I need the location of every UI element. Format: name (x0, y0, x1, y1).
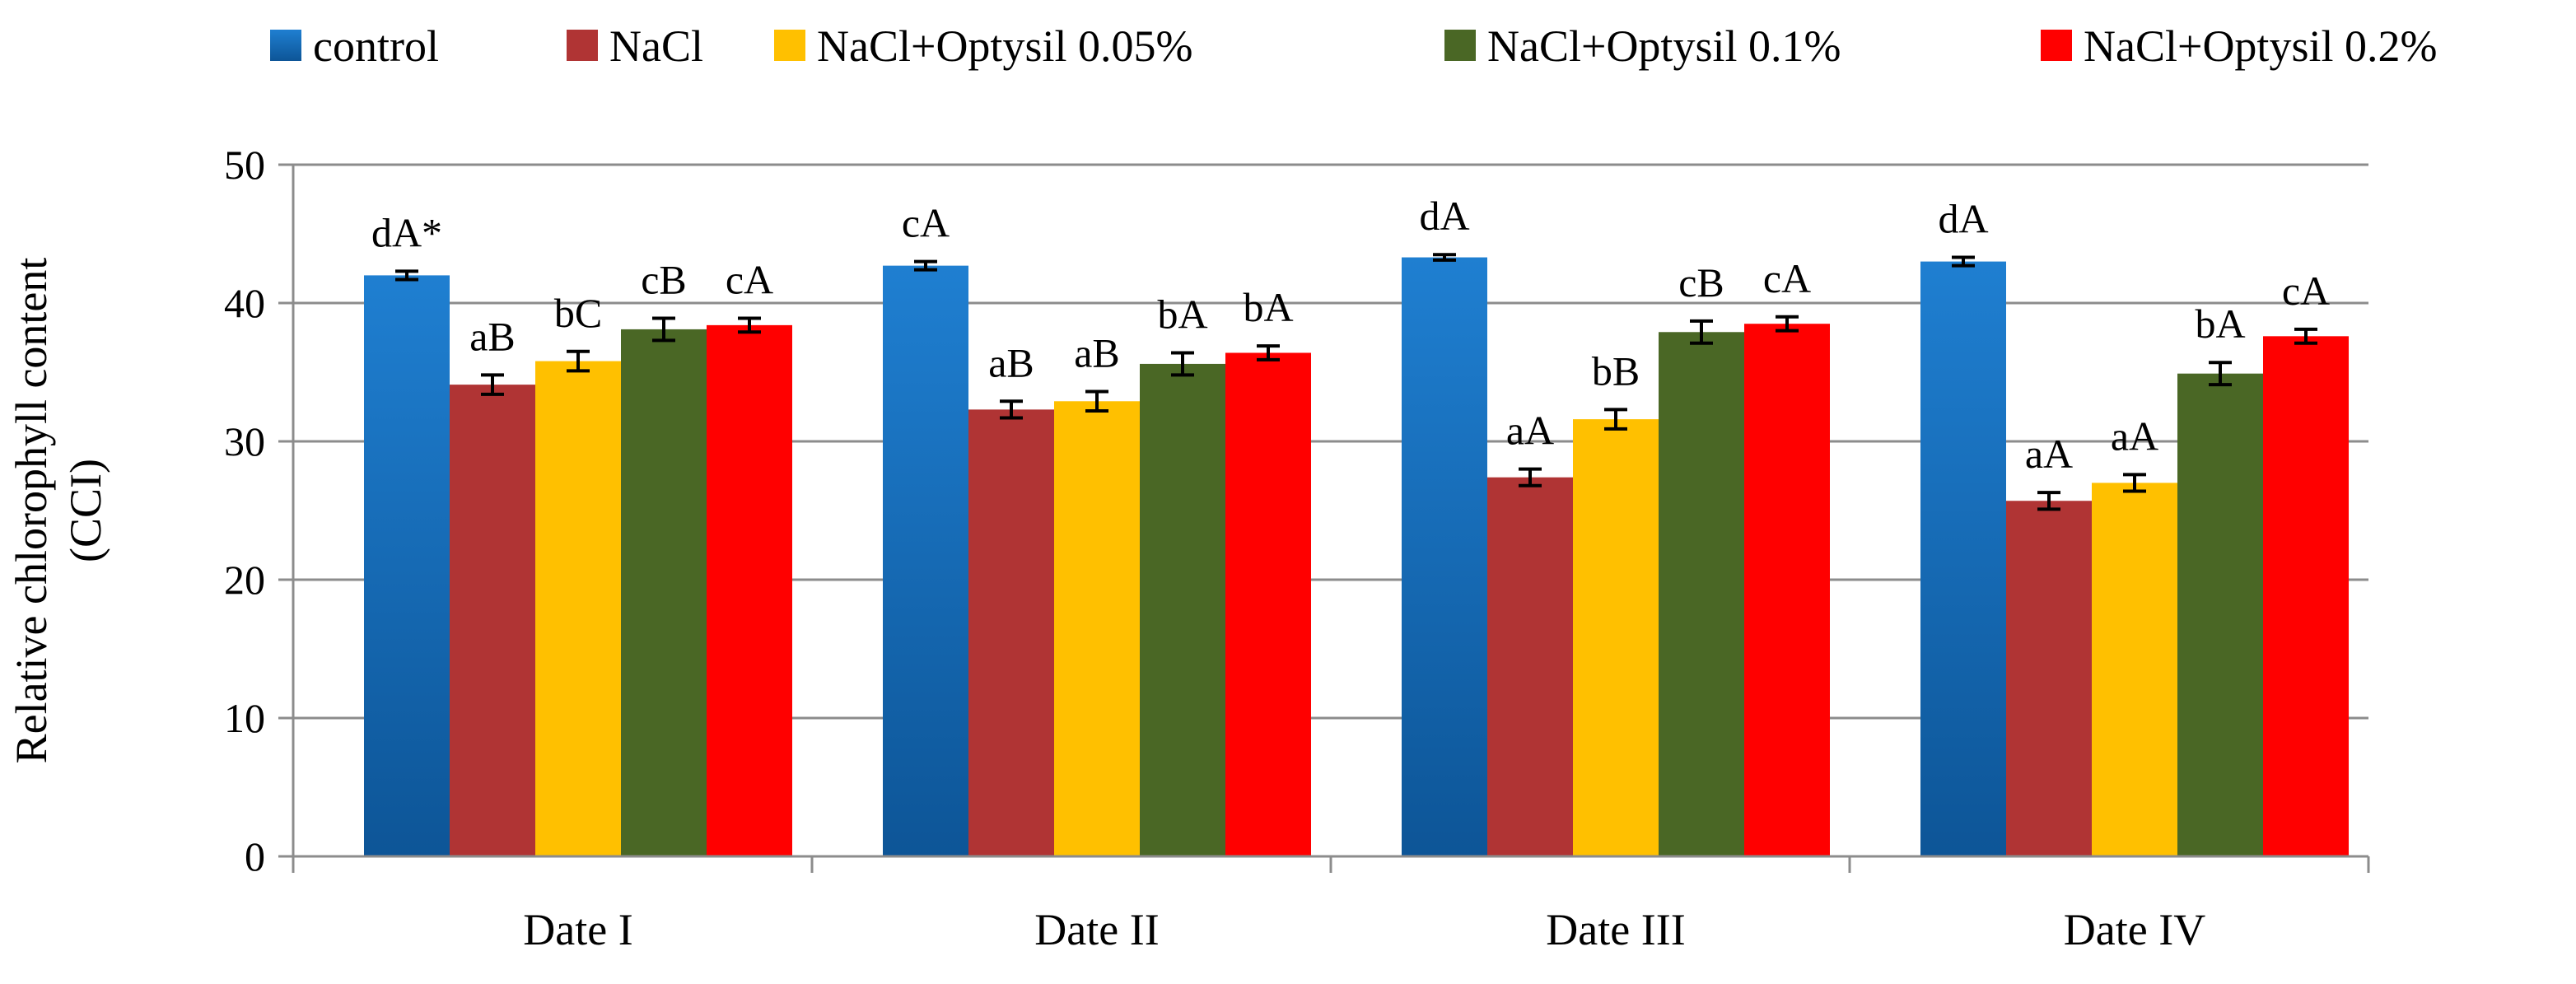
bar (364, 275, 450, 856)
bar (535, 361, 621, 856)
significance-labels: dA* aB bC cB cA cA aB aB bA bA dA aA bB cB cA dA aA aA bA c… (371, 193, 2330, 477)
y-tick-label: 40 (224, 280, 265, 326)
legend-swatch (1444, 30, 1476, 61)
significance-label: dA* (371, 209, 442, 255)
significance-label: aA (2025, 431, 2073, 477)
bar (2092, 483, 2177, 856)
significance-label: cA (2282, 268, 2330, 314)
significance-label: cB (641, 256, 687, 302)
bar (968, 409, 1054, 856)
significance-label: cA (902, 200, 950, 246)
y-axis-title-line1: Relative chlorophyll content (7, 258, 56, 764)
y-tick-label: 0 (245, 833, 265, 879)
bar (1402, 257, 1487, 856)
legend-label: NaCl (609, 21, 703, 71)
legend-swatch (2041, 30, 2072, 61)
x-category-label: Date I (523, 905, 632, 954)
bar (1140, 363, 1225, 856)
bar (2263, 336, 2349, 856)
significance-label: bC (554, 290, 602, 336)
x-category-label: Date II (1034, 905, 1159, 954)
legend-label: control (313, 21, 439, 71)
error-bars (395, 253, 2317, 511)
x-category-label: Date IV (2064, 905, 2205, 954)
bar (2177, 373, 2263, 856)
y-axis-title-line2: (CCI) (61, 459, 110, 562)
bar (1054, 401, 1140, 856)
bar (1487, 477, 1573, 856)
bar (450, 385, 535, 856)
legend-swatch (567, 30, 598, 61)
significance-label: dA (1938, 196, 1988, 242)
bar (1573, 419, 1659, 856)
bar (1744, 324, 1830, 856)
y-tick-label: 10 (224, 695, 265, 741)
significance-label: dA (1419, 193, 1469, 239)
bar (1225, 352, 1311, 857)
significance-label: aA (2111, 413, 2158, 459)
significance-label: bA (1157, 291, 1207, 337)
legend-swatch (270, 30, 301, 61)
significance-label: bA (2195, 301, 2245, 347)
bar (707, 324, 792, 856)
significance-label: bA (1243, 284, 1293, 330)
y-tick-label: 50 (224, 142, 265, 188)
bar (2006, 501, 2092, 856)
significance-label: cA (726, 256, 773, 302)
significance-label: aA (1506, 408, 1554, 454)
significance-label: aB (988, 339, 1034, 385)
legend-label: NaCl+Optysil 0.1% (1487, 21, 1841, 71)
bar (1920, 261, 2006, 857)
significance-label: aB (1074, 330, 1120, 376)
axes: 0 10 20 30 40 50 Date I Date II Date III Date IV (224, 142, 2370, 954)
legend-swatch (774, 30, 805, 61)
y-axis-title: Relative chlorophyll content (CCI) (7, 258, 110, 764)
significance-label: cA (1763, 255, 1811, 301)
bar (883, 265, 968, 856)
y-tick-label: 20 (224, 557, 265, 603)
x-category-label: Date III (1546, 905, 1685, 954)
bar (1659, 332, 1744, 856)
legend: control NaCl NaCl+Optysil 0.05% NaCl+Optysi… (270, 21, 2437, 71)
bar (621, 329, 707, 856)
bars (364, 257, 2349, 857)
legend-label: NaCl+Optysil 0.05% (817, 21, 1192, 71)
legend-label: NaCl+Optysil 0.2% (2084, 21, 2437, 71)
significance-label: bB (1592, 347, 1640, 394)
significance-label: cB (1678, 259, 1724, 305)
significance-label: aB (469, 313, 516, 359)
y-tick-label: 30 (224, 418, 265, 464)
